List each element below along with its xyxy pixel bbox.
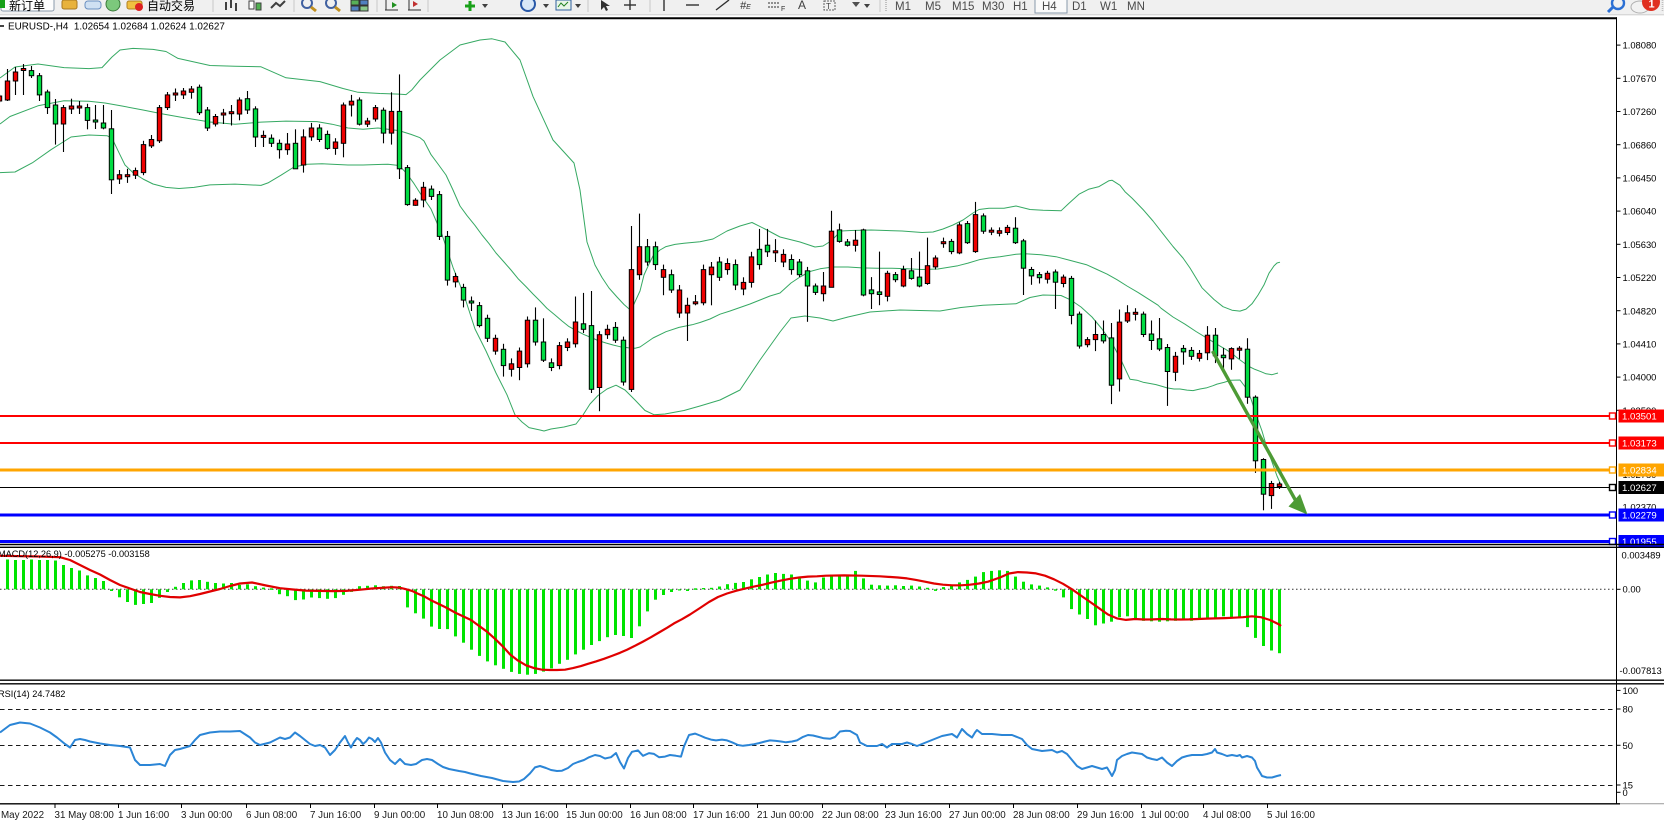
svg-text:1.03501: 1.03501 <box>1622 412 1657 423</box>
svg-text:H1: H1 <box>1013 1 1028 13</box>
svg-text:RSI(14) 24.7482: RSI(14) 24.7482 <box>0 689 65 699</box>
svg-text:May 2022: May 2022 <box>1 810 44 821</box>
svg-text:1.06860: 1.06860 <box>1623 139 1657 150</box>
svg-text:16 Jun 08:00: 16 Jun 08:00 <box>630 810 687 821</box>
svg-text:4 Jul 08:00: 4 Jul 08:00 <box>1203 810 1251 821</box>
svg-text:1.06450: 1.06450 <box>1623 173 1657 184</box>
svg-text:1.04820: 1.04820 <box>1623 305 1657 316</box>
svg-text:M1: M1 <box>895 1 911 13</box>
svg-text:15 Jun 00:00: 15 Jun 00:00 <box>566 810 623 821</box>
svg-text:1.05630: 1.05630 <box>1623 239 1657 250</box>
svg-text:80: 80 <box>1623 704 1633 715</box>
svg-text:23 Jun 16:00: 23 Jun 16:00 <box>885 810 942 821</box>
svg-text:7 Jun 16:00: 7 Jun 16:00 <box>310 810 362 821</box>
svg-text:100: 100 <box>1623 685 1639 696</box>
svg-text:1.08080: 1.08080 <box>1623 40 1657 51</box>
svg-text:A: A <box>798 0 806 12</box>
svg-text:15: 15 <box>1623 780 1633 791</box>
svg-text:6 Jun 08:00: 6 Jun 08:00 <box>246 810 298 821</box>
svg-text:29 Jun 16:00: 29 Jun 16:00 <box>1077 810 1134 821</box>
svg-text:21 Jun 00:00: 21 Jun 00:00 <box>757 810 814 821</box>
svg-text:M5: M5 <box>925 1 941 13</box>
svg-text:0.00: 0.00 <box>1623 584 1641 595</box>
svg-text:1 Jun 16:00: 1 Jun 16:00 <box>118 810 170 821</box>
svg-text:T: T <box>826 2 831 11</box>
svg-text:H4: H4 <box>1042 1 1057 13</box>
svg-text:自动交易: 自动交易 <box>147 0 195 13</box>
svg-text:#E: #E <box>740 0 751 12</box>
svg-text:1.02370: 1.02370 <box>1623 501 1657 512</box>
svg-text:新订单: 新订单 <box>9 0 45 13</box>
svg-text:F: F <box>781 6 785 13</box>
svg-text:10 Jun 08:00: 10 Jun 08:00 <box>437 810 494 821</box>
svg-text:22 Jun 08:00: 22 Jun 08:00 <box>822 810 879 821</box>
svg-text:50: 50 <box>1623 740 1633 751</box>
svg-text:M30: M30 <box>982 1 1004 13</box>
svg-text:1.02279: 1.02279 <box>1622 511 1657 522</box>
svg-text:9 Jun 00:00: 9 Jun 00:00 <box>374 810 426 821</box>
svg-text:31 May 08:00: 31 May 08:00 <box>55 810 115 821</box>
svg-text:27 Jun 00:00: 27 Jun 00:00 <box>949 810 1006 821</box>
svg-text:13 Jun 16:00: 13 Jun 16:00 <box>502 810 559 821</box>
svg-text:MN: MN <box>1127 1 1145 13</box>
svg-text:0: 0 <box>1623 787 1628 798</box>
svg-text:1.02834: 1.02834 <box>1622 466 1657 477</box>
svg-text:1 Jul 00:00: 1 Jul 00:00 <box>1141 810 1189 821</box>
svg-text:1.03173: 1.03173 <box>1622 439 1657 450</box>
svg-text:5 Jul 16:00: 5 Jul 16:00 <box>1267 810 1315 821</box>
svg-text:M15: M15 <box>952 1 974 13</box>
svg-text:1.02627: 1.02627 <box>1622 483 1657 494</box>
svg-text:28 Jun 08:00: 28 Jun 08:00 <box>1013 810 1070 821</box>
svg-text:0.003489: 0.003489 <box>1622 550 1661 561</box>
svg-text:1.04000: 1.04000 <box>1623 372 1657 383</box>
svg-text:1.07670: 1.07670 <box>1623 73 1657 84</box>
svg-text:W1: W1 <box>1100 1 1117 13</box>
svg-text:1.06040: 1.06040 <box>1623 206 1657 217</box>
svg-text:1.07260: 1.07260 <box>1623 106 1657 117</box>
svg-text:EURUSD-,H4 1.02654 1.02684 1.: EURUSD-,H4 1.02654 1.02684 1.02624 1.026… <box>8 22 225 33</box>
svg-text:MACD(12,26,9) -0.005275 -0.003: MACD(12,26,9) -0.005275 -0.003158 <box>0 549 150 559</box>
svg-text:1.04410: 1.04410 <box>1623 339 1657 350</box>
svg-text:1: 1 <box>1649 0 1655 11</box>
svg-text:1.05220: 1.05220 <box>1623 272 1657 283</box>
svg-text:17 Jun 16:00: 17 Jun 16:00 <box>693 810 750 821</box>
svg-text:1.01955: 1.01955 <box>1622 537 1657 548</box>
svg-text:-0.007813: -0.007813 <box>1620 665 1662 676</box>
svg-text:3 Jun 00:00: 3 Jun 00:00 <box>181 810 233 821</box>
svg-text:D1: D1 <box>1072 1 1087 13</box>
